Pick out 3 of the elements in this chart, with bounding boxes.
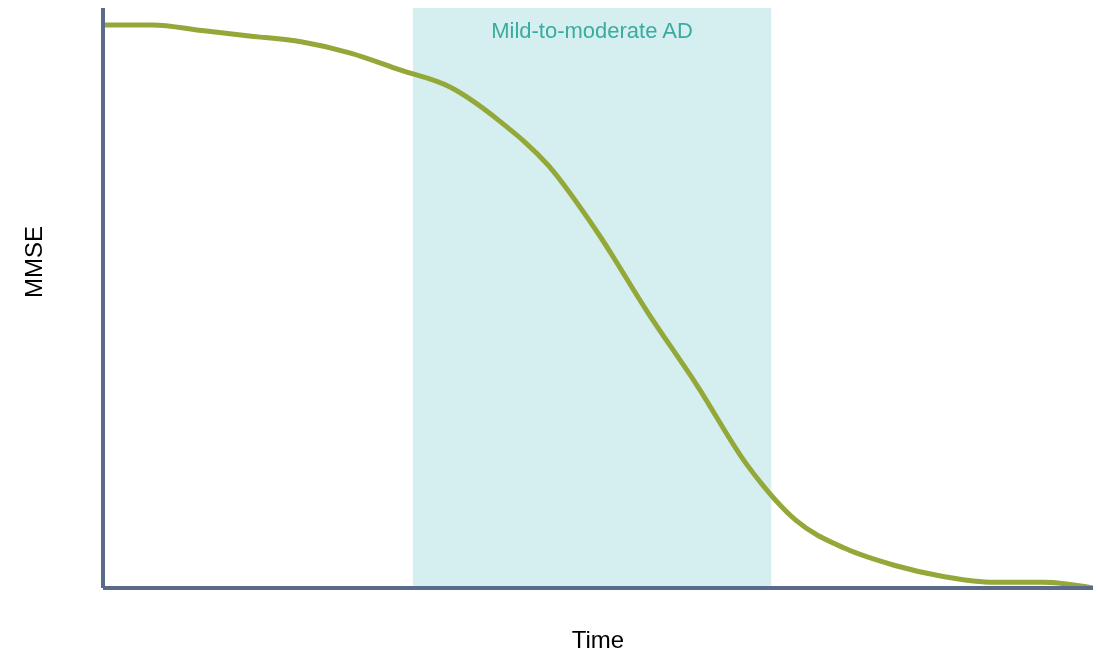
annotation: Mild-to-moderate AD	[491, 17, 693, 43]
x-axis-title: Time	[571, 626, 625, 653]
y-axis-title: MMSE	[19, 226, 47, 298]
